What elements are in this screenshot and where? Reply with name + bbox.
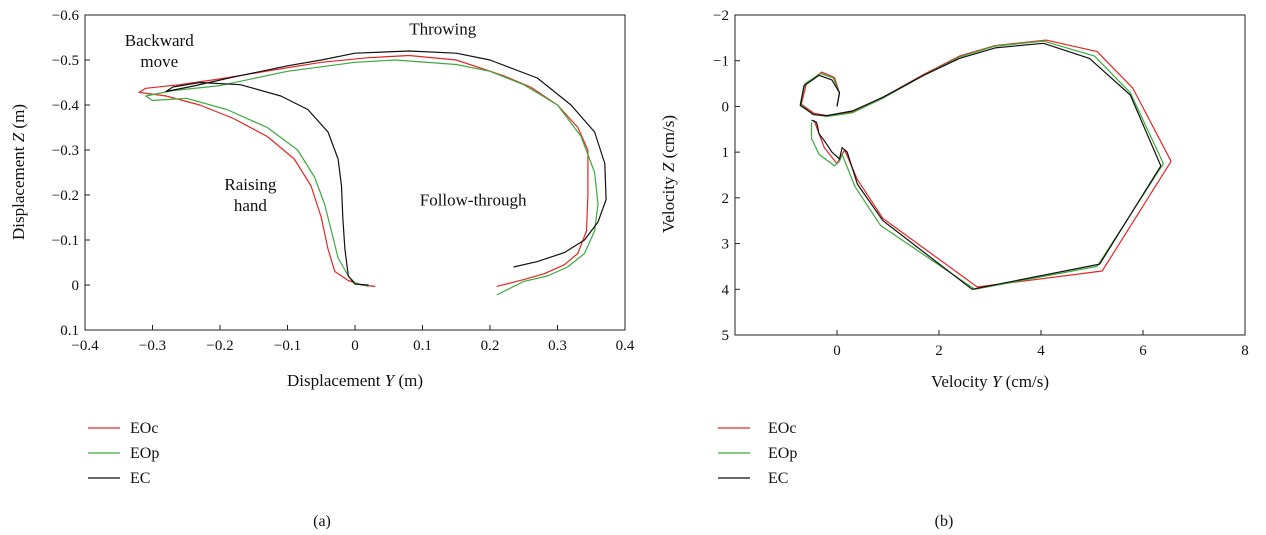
panel-b-legend-label-ec: EC [768,470,788,487]
panel-a-y-tick-label: −0.1 [52,233,79,249]
panel-a-x-tick-label: 0 [351,338,359,354]
panel-a-x-tick-label: 0.4 [616,338,635,354]
panel-b-legend-label-eop: EOp [768,445,797,462]
panel-b-series-ec [799,42,1162,290]
panel-b-legend: EOc EOp EC [718,420,797,487]
panel-a-x-tick-label: −0.4 [71,338,99,354]
panel-a-legend-label-eop: EOp [130,445,159,462]
panel-a-annotation: Backward [125,31,194,50]
panel-a-y-tick-label: 0 [72,278,80,294]
panel-b-y-axis-label: Velocity Z (cm/s) [659,115,678,233]
panel-a-y-tick-label: −0.2 [52,188,79,204]
panel-b-legend-label-eoc: EOc [768,420,796,437]
panel-a-x-tick-label: −0.3 [139,338,166,354]
panel-a-x-axis-label: Displacement Y (m) [287,371,423,390]
panel-b-x-tick-label: 8 [1241,343,1249,359]
panel-b-velocity: 0 2 4 6 8 −2 −1 0 1 2 3 4 5 Velocity Y (cm/s) Veloci… [659,8,1249,530]
panel-b-y-tick-label: 3 [722,237,730,253]
panel-a-annotation: Throwing [409,20,477,39]
panel-a-x-tick-label: 0.3 [548,338,567,354]
panel-b-y-tick-label: 0 [722,99,730,115]
panel-b-y-tick-label: −2 [713,8,729,24]
panel-b-x-tick-label: 2 [935,343,943,359]
panel-a-y-tick-label: −0.6 [52,8,80,24]
panel-a-series-eoc [138,54,589,287]
panel-a-y-tick-label: −0.5 [52,53,79,69]
panel-a-y-tick-label: 0.1 [60,323,79,339]
panel-a-series-ec [165,50,607,286]
panel-a-x-tick-label: 0.1 [413,338,432,354]
panel-a-annotation: move [140,52,178,71]
panel-b-plot-frame [734,14,1246,336]
panel-a-legend: EOc EOp EC [88,420,159,487]
panel-b-x-axis-label: Velocity Y (cm/s) [931,372,1049,391]
panel-b-series [799,39,1172,290]
panel-a-x-tick-label: −0.1 [274,338,301,354]
panel-b-y-tick-label: 2 [722,191,730,207]
panel-b-series-eop [799,40,1165,290]
panel-a-annotation: hand [234,196,268,215]
panel-a-series [138,50,607,296]
panel-b-y-tick-label: 4 [722,282,730,298]
panel-a-legend-label-eoc: EOc [130,420,158,437]
panel-b-x-tick-label: 6 [1139,343,1147,359]
panel-b-x-tick-label: 0 [833,343,841,359]
panel-a-legend-label-ec: EC [130,470,150,487]
panel-a-series-eop [145,59,599,296]
panel-a-y-tick-label: −0.3 [52,143,79,159]
panel-b-caption: (b) [935,513,954,530]
panel-b-y-tick-label: −1 [713,54,729,70]
panel-a-y-tick-label: −0.4 [52,98,80,114]
panel-a-annotation: Follow-through [420,191,527,210]
panel-a-displacement: −0.4 −0.3 −0.2 −0.1 0 0.1 0.2 0.3 0.4 −0.6 −0.5 −0.… [9,8,635,530]
panel-a-x-tick-label: 0.2 [481,338,500,354]
panel-b-y-tick-label: 5 [722,328,730,344]
panel-a-annotations: Throwing Backward move Raising hand Follow-th… [125,20,527,215]
panel-a-x-tick-label: −0.2 [206,338,233,354]
panel-a-y-axis-label: Displacement Z (m) [9,104,28,240]
panel-b-y-tick-label: 1 [722,145,730,161]
panel-a-caption: (a) [313,513,331,530]
panel-a-annotation: Raising [224,175,276,194]
panel-a-ticks: −0.4 −0.3 −0.2 −0.1 0 0.1 0.2 0.3 0.4 −0.6 −0.5 −0.… [52,8,635,354]
panel-b-x-tick-label: 4 [1037,343,1045,359]
panel-b-ticks: 0 2 4 6 8 −2 −1 0 1 2 3 4 5 [713,8,1249,359]
